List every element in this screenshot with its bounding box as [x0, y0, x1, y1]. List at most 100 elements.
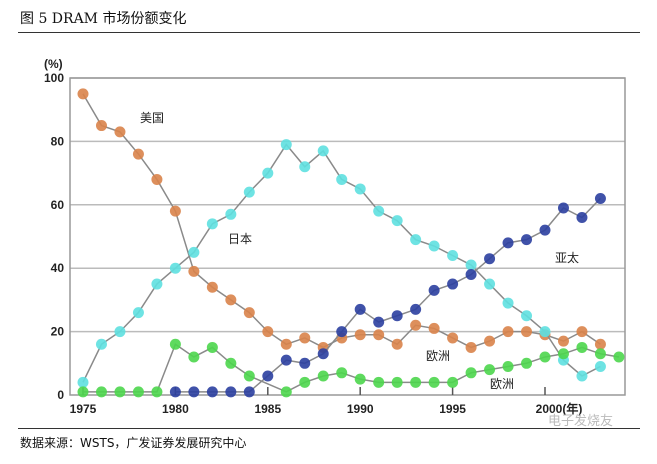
data-point	[188, 351, 200, 363]
data-point	[502, 237, 514, 249]
data-point	[151, 173, 163, 185]
watermark-logo: 电子发烧友	[548, 413, 613, 429]
data-point	[594, 192, 606, 204]
data-point	[336, 173, 348, 185]
data-point	[576, 341, 588, 353]
data-point	[243, 386, 255, 398]
data-point	[336, 326, 348, 338]
x-tick-label: 1990	[347, 402, 374, 416]
data-point	[594, 348, 606, 360]
data-point	[114, 126, 126, 138]
data-point	[77, 386, 89, 398]
data-point	[280, 386, 292, 398]
data-point	[465, 341, 477, 353]
data-point	[280, 338, 292, 350]
series-line-0	[82, 93, 601, 349]
data-point	[95, 338, 107, 350]
plot-frame	[69, 77, 626, 396]
data-point	[428, 284, 440, 296]
data-point	[188, 246, 200, 258]
y-tick-label: 80	[51, 134, 65, 148]
data-point	[410, 319, 422, 331]
source-note: 数据来源：WSTS，广发证券发展研究中心	[20, 436, 247, 450]
y-tick-label: 0	[57, 388, 64, 402]
data-point	[243, 370, 255, 382]
data-point	[502, 326, 514, 338]
data-point	[557, 335, 569, 347]
data-point	[539, 224, 551, 236]
data-point	[169, 262, 181, 274]
data-point	[521, 310, 533, 322]
y-tick-label: 20	[51, 325, 65, 339]
data-point	[243, 186, 255, 198]
series-line-3	[83, 343, 620, 393]
data-point	[188, 265, 200, 277]
data-point	[539, 326, 551, 338]
data-point	[410, 376, 422, 388]
data-point	[169, 205, 181, 217]
data-point	[169, 338, 181, 350]
data-point	[521, 326, 533, 338]
series-label: 日本	[228, 232, 252, 246]
data-point	[299, 376, 311, 388]
bottom-rule	[18, 428, 640, 429]
data-point	[299, 161, 311, 173]
data-point	[557, 348, 569, 360]
data-point	[521, 357, 533, 369]
data-point	[77, 88, 89, 100]
data-point	[465, 367, 477, 379]
data-point	[576, 370, 588, 382]
data-point	[576, 211, 588, 223]
data-point	[521, 234, 533, 246]
series-line-2	[175, 197, 601, 393]
data-point	[280, 139, 292, 151]
y-tick-label: 100	[44, 71, 64, 85]
data-point	[465, 259, 477, 271]
data-point	[95, 386, 107, 398]
data-point	[206, 341, 218, 353]
data-point	[373, 376, 385, 388]
data-point	[132, 386, 144, 398]
data-point	[114, 386, 126, 398]
data-point	[410, 303, 422, 315]
series-label: 欧洲	[426, 349, 450, 363]
data-point	[225, 386, 237, 398]
data-point	[391, 215, 403, 227]
data-point	[317, 348, 329, 360]
data-point	[114, 326, 126, 338]
data-point	[484, 278, 496, 290]
series-label: 亚太	[555, 250, 579, 265]
x-tick-label: 1980	[162, 402, 189, 416]
data-point	[262, 370, 274, 382]
data-point	[539, 351, 551, 363]
data-point	[502, 297, 514, 309]
data-point	[132, 307, 144, 319]
top-rule	[18, 32, 640, 33]
data-point	[373, 329, 385, 341]
data-point	[243, 307, 255, 319]
data-point	[428, 240, 440, 252]
data-point	[447, 376, 459, 388]
data-point	[465, 269, 477, 281]
data-point	[576, 326, 588, 338]
data-point	[428, 322, 440, 334]
data-point	[169, 386, 181, 398]
x-tick-label: 1985	[254, 402, 281, 416]
data-point	[299, 332, 311, 344]
data-point	[354, 373, 366, 385]
y-tick-label: 40	[51, 261, 65, 275]
data-point	[391, 310, 403, 322]
figure-title: 图 5 DRAM 市场份额变化	[20, 11, 187, 27]
data-point	[317, 145, 329, 157]
data-point	[336, 367, 348, 379]
data-point	[206, 218, 218, 230]
data-point	[594, 338, 606, 350]
data-point	[447, 250, 459, 262]
data-point	[594, 360, 606, 372]
data-point	[502, 360, 514, 372]
data-point	[428, 376, 440, 388]
data-point	[354, 329, 366, 341]
data-point	[391, 376, 403, 388]
data-point	[354, 303, 366, 315]
